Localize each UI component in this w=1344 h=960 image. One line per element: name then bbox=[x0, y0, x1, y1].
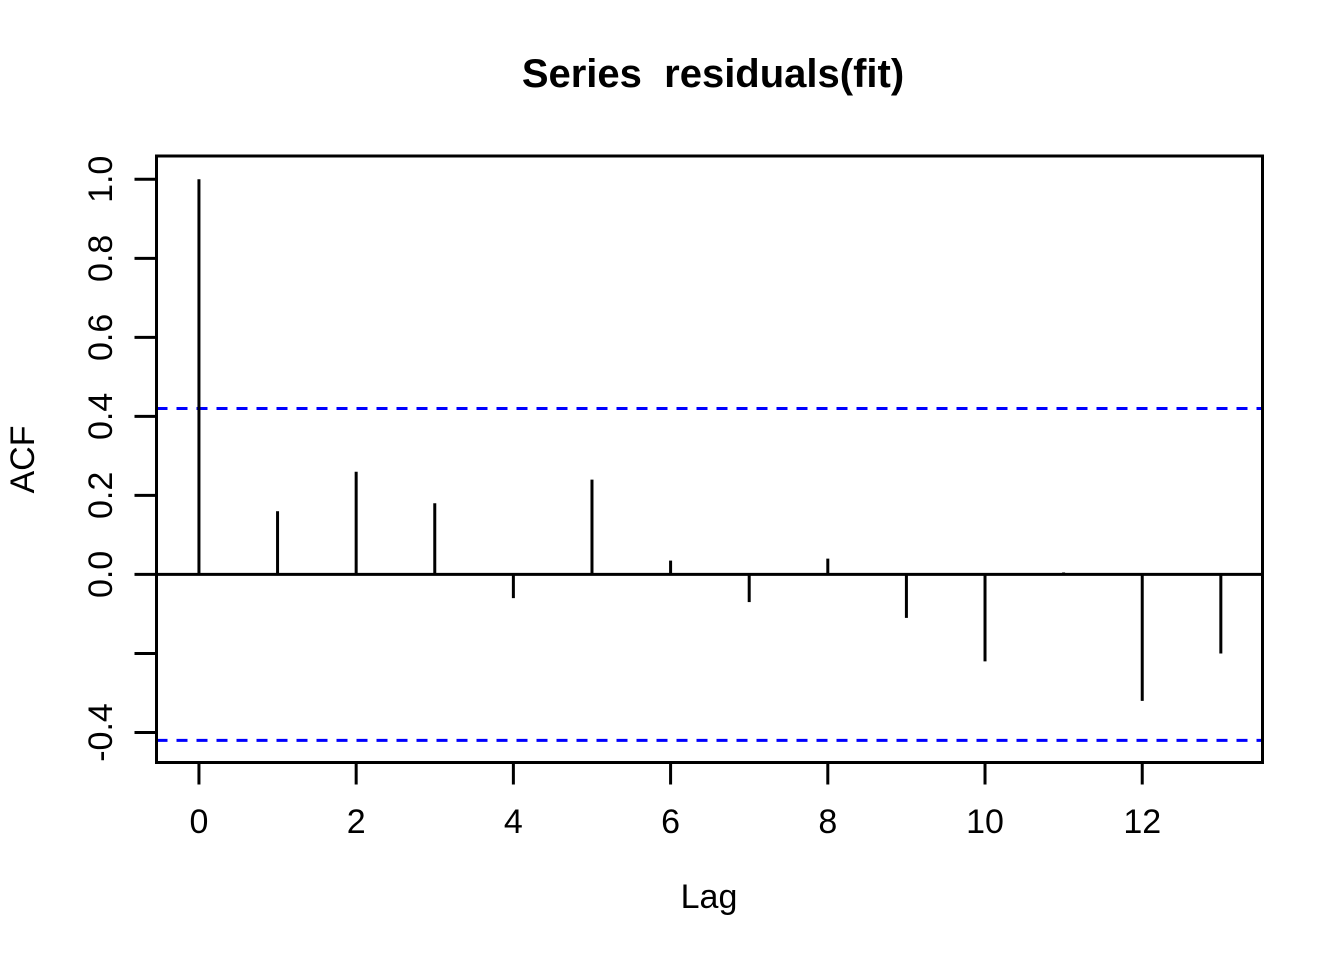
y-tick-label: -0.4 bbox=[82, 703, 120, 762]
chart-title: Series residuals(fit) bbox=[522, 52, 904, 96]
x-axis-tick-labels-group: 0 2 4 6 8 10 12 bbox=[189, 803, 1161, 841]
x-tick-label: 12 bbox=[1123, 803, 1161, 841]
x-axis-ticks-group bbox=[197, 762, 1144, 785]
x-tick-label: 6 bbox=[661, 803, 680, 841]
y-tick-label: 0.6 bbox=[82, 314, 120, 361]
confidence-lines-group bbox=[156, 406, 1263, 742]
y-tick-label: 1.0 bbox=[82, 156, 120, 203]
y-axis-label: ACF bbox=[4, 426, 42, 494]
y-tick-label: 0.4 bbox=[82, 393, 120, 440]
y-tick-label: 0.0 bbox=[82, 551, 120, 598]
y-axis-ticks-group bbox=[134, 177, 157, 734]
x-tick-label: 10 bbox=[966, 803, 1004, 841]
y-tick-label: 0.8 bbox=[82, 235, 120, 282]
plot-border bbox=[155, 154, 1264, 764]
x-tick-label: 2 bbox=[347, 803, 366, 841]
x-axis-label: Lag bbox=[681, 878, 738, 916]
y-tick-label: 0.2 bbox=[82, 472, 120, 519]
x-tick-label: 4 bbox=[504, 803, 523, 841]
x-tick-label: 0 bbox=[189, 803, 208, 841]
acf-spikes-group bbox=[197, 179, 1223, 701]
x-tick-label: 8 bbox=[818, 803, 837, 841]
y-axis-tick-labels-group: 1.0 0.8 0.6 0.4 0.2 0.0 -0.4 bbox=[82, 156, 120, 762]
